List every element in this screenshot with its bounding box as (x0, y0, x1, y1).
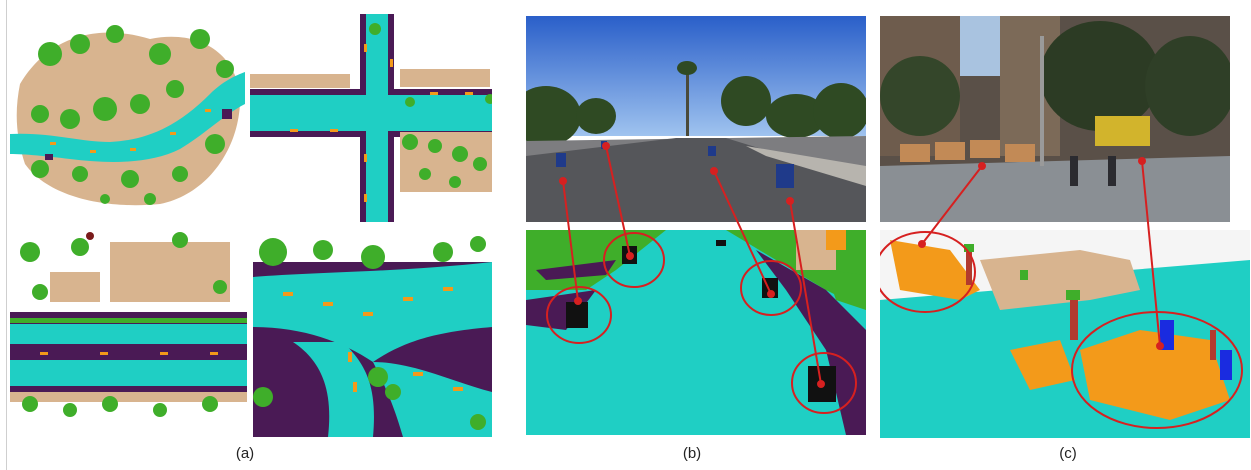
panel-b-arrows (559, 142, 825, 388)
panel-a-map-top-right (250, 14, 492, 222)
panel-c-arrows (918, 157, 1164, 350)
left-border (6, 0, 7, 470)
panel-c-segmentation (880, 230, 1250, 438)
panel-b-segmentation (526, 230, 866, 435)
caption-c: (c) (1059, 445, 1077, 462)
panel-a-map-top-left (10, 14, 245, 214)
panel-a-map-bottom-left (10, 232, 247, 427)
panel-b-street-photo (526, 16, 866, 222)
panel-c-street-photo (880, 16, 1230, 222)
panel-a-map-bottom-right (253, 232, 492, 437)
caption-b: (b) (682, 445, 702, 462)
caption-a: (a) (235, 445, 255, 462)
